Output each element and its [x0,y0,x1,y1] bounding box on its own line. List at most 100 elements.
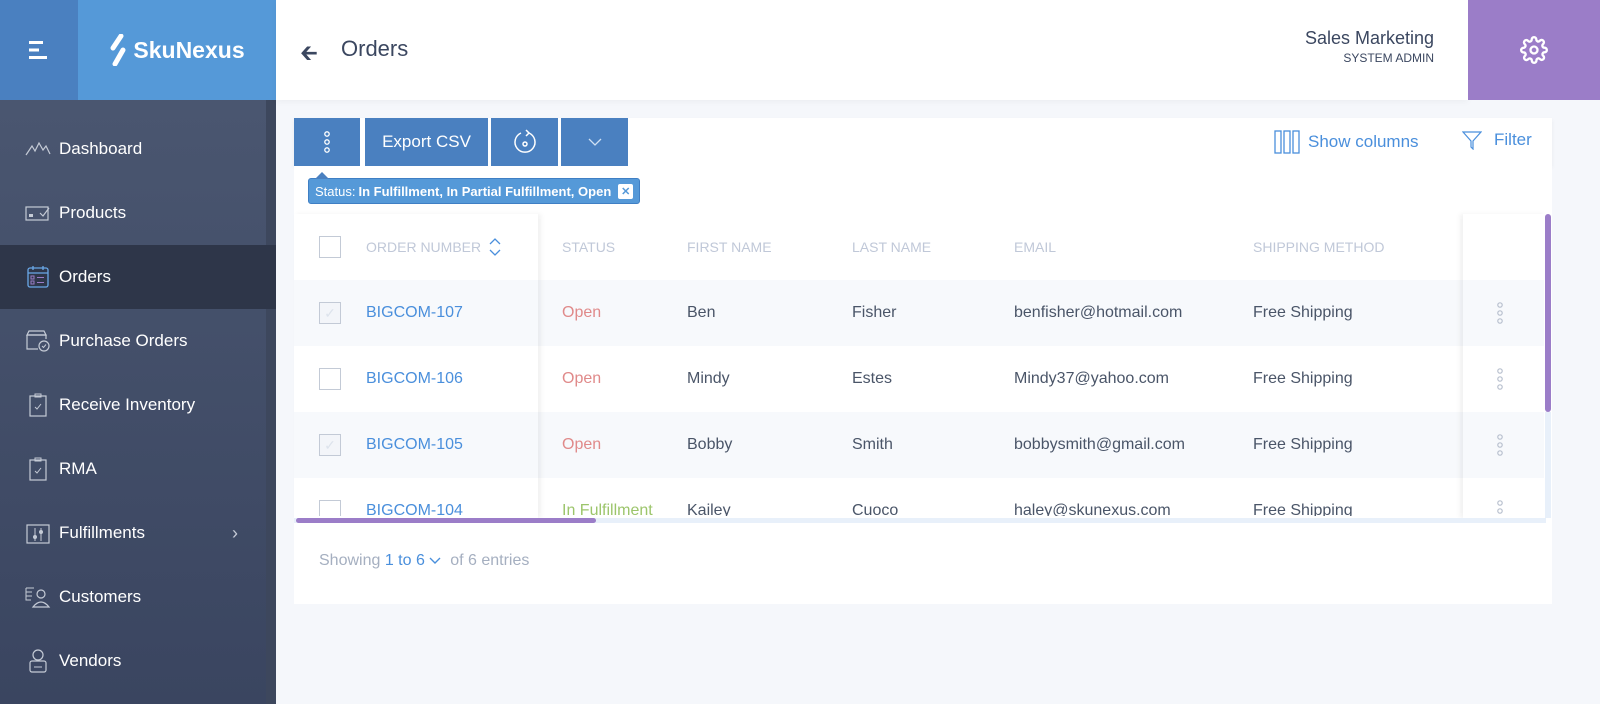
refresh-button[interactable] [491,118,558,166]
sidebar-item-fulfillments[interactable]: Fulfillments › [0,501,266,565]
email: Mindy37@yahoo.com [1014,370,1169,387]
row-checkbox[interactable]: ✓ [319,434,341,456]
row-actions-button[interactable] [1496,478,1504,516]
column-header[interactable]: Last Name [852,239,932,255]
logo-mark-icon [110,34,126,66]
more-actions-button[interactable] [294,118,360,166]
sidebar-item-label: Customers [59,587,142,606]
filter-funnel-icon [1462,131,1482,150]
columns-icon [1274,130,1300,154]
last-name: Estes [852,370,893,387]
email: haley@skunexus.com [1014,502,1171,516]
row-actions-button[interactable] [1496,346,1504,412]
column-header[interactable]: First Name [687,239,772,255]
clipboard-check-icon [29,457,47,481]
sidebar-item-label: Products [59,203,127,222]
page-size-select[interactable]: 1 to 6 [385,552,441,569]
shipping-method: Free Shipping [1253,436,1353,453]
shipping-method: Free Shipping [1253,304,1353,321]
sidebar-item-orders[interactable]: Orders [0,245,276,309]
filter-button[interactable]: Filter [1462,130,1532,150]
product-tag-icon [25,206,50,221]
dropdown-button[interactable] [561,118,628,166]
table-row[interactable]: BIGCOM-106 Open Mindy Estes Mindy37@yahoo.co… [294,346,1544,412]
vertical-dots-icon [1497,434,1503,456]
refresh-icon [513,129,536,153]
chevron-right-icon: › [232,522,238,543]
row-checkbox[interactable] [319,500,341,516]
sidebar-item-vendors[interactable]: Vendors [0,629,266,693]
vertical-scrollbar-track[interactable] [1545,412,1551,518]
sidebar-item-label: Orders [59,267,111,286]
order-number-link[interactable]: BIGCOM-107 [366,304,463,321]
last-name: Smith [852,436,893,453]
menu-toggle-button[interactable] [0,0,78,100]
vendor-robot-icon [29,649,47,673]
show-columns-button[interactable]: Show columns [1274,130,1419,154]
sort-icon[interactable] [489,237,501,257]
table-row[interactable]: ✓ BIGCOM-105 Open Bobby Smith bobbysmith@gmai… [294,412,1544,478]
sidebar-scrollbar[interactable] [266,100,276,704]
sidebar-item-customers[interactable]: Customers [0,565,266,629]
sidebar-item-products[interactable]: Products [0,181,266,245]
sidebar-item-label: Dashboard [59,139,143,158]
row-actions-button[interactable] [1496,280,1504,346]
sidebar-item-purchase-orders[interactable]: Purchase Orders [0,309,266,373]
brand-name: SkuNexus [133,36,245,63]
horizontal-scrollbar-thumb[interactable] [296,518,596,523]
active-filters: Status: In Fulfillment, In Partial Fulfil… [294,166,1552,214]
select-all-checkbox[interactable] [319,236,341,258]
mountain-chart-icon [25,141,51,156]
vertical-dots-icon [1497,500,1503,514]
user-name: Sales Marketing [1304,28,1434,48]
toolbar: Export CSV Show columns Filter [294,118,1552,166]
vertical-dots-icon [324,131,330,153]
status-badge: In Fulfillment [562,502,653,516]
horizontal-scrollbar-track[interactable] [294,518,1546,523]
status-badge: Open [562,436,602,453]
remove-filter-icon[interactable]: ✕ [618,183,634,199]
first-name: Mindy [687,370,730,387]
first-name: Bobby [687,436,733,453]
box-check-icon [26,330,50,352]
table-row[interactable]: ✓ BIGCOM-107 Open Ben Fisher benfisher@hotmai… [294,280,1544,346]
pagination-info: Showing 1 to 6 of 6 entries [319,552,530,569]
last-name: Cuoco [852,502,899,516]
order-number-link[interactable]: BIGCOM-105 [366,436,463,453]
hamburger-icon [29,41,47,59]
filter-label: Filter [1494,130,1532,149]
column-header[interactable]: Email [1014,239,1057,255]
row-checkbox[interactable]: ✓ [319,302,341,324]
sidebar-item-dashboard[interactable]: Dashboard [0,117,266,181]
column-header[interactable]: Status [562,239,616,255]
customer-list-icon [25,587,51,608]
settings-button[interactable] [1468,0,1600,100]
status-badge: Open [562,304,602,321]
column-header[interactable]: Order Number [366,214,501,280]
export-csv-button[interactable]: Export CSV [365,118,488,166]
vertical-scrollbar-thumb[interactable] [1545,214,1551,412]
logo[interactable]: SkuNexus [78,0,276,100]
column-header[interactable]: Shipping Method [1253,239,1385,255]
chevron-down-icon [588,138,601,146]
sidebar-item-rma[interactable]: RMA [0,437,266,501]
sidebar-item-label: Fulfillments [59,523,145,542]
sidebar: Dashboard Products Orders Purchase Orders Re… [0,100,276,704]
sidebar-item-label: Vendors [59,651,122,670]
back-arrow-icon[interactable]: 🡰 [300,40,318,65]
first-name: Ben [687,304,716,321]
table-row[interactable]: BIGCOM-104 In Fulfillment Kailey Cuoco haley… [294,478,1544,516]
row-actions-button[interactable] [1496,412,1504,478]
row-checkbox[interactable] [319,368,341,390]
page-title: Orders [341,36,409,61]
email: benfisher@hotmail.com [1014,304,1183,321]
vertical-dots-icon [1497,368,1503,390]
status-badge: Open [562,370,602,387]
chip-value: In Fulfillment, In Partial Fulfillment, … [358,183,612,199]
order-number-link[interactable]: BIGCOM-104 [366,502,463,516]
status-filter-chip[interactable]: Status: In Fulfillment, In Partial Fulfil… [308,172,641,204]
order-number-link[interactable]: BIGCOM-106 [366,370,463,387]
sidebar-item-label: Receive Inventory [59,395,196,414]
user-info[interactable]: Sales Marketing SYSTEM ADMIN [1305,28,1434,65]
sidebar-item-receive-inventory[interactable]: Receive Inventory [0,373,266,437]
